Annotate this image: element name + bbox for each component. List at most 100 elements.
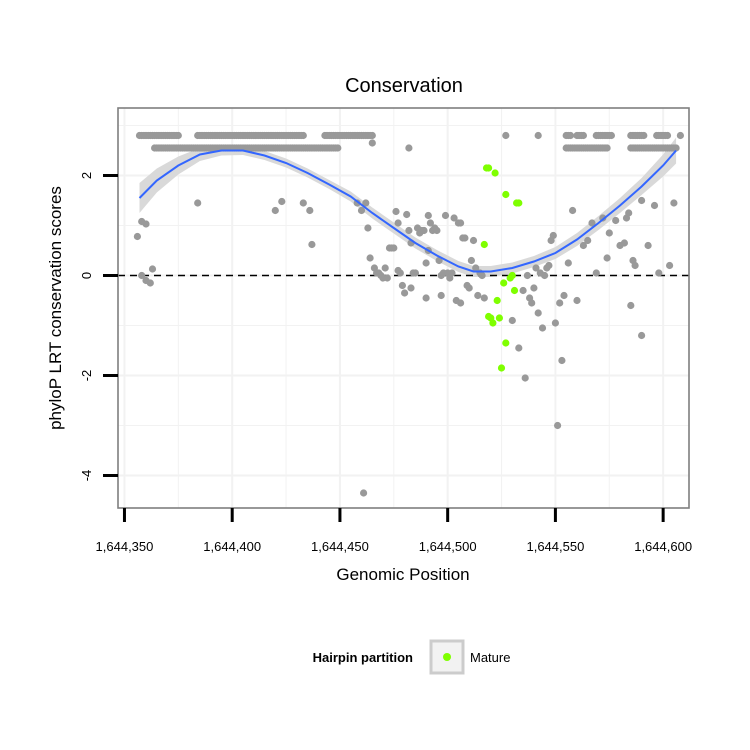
- point: [368, 139, 376, 147]
- point: [457, 219, 465, 227]
- point: [148, 265, 157, 273]
- point: [306, 206, 314, 215]
- point: [666, 261, 674, 270]
- point: [530, 284, 538, 292]
- point: [448, 269, 456, 277]
- point: [620, 239, 629, 247]
- point: [579, 241, 588, 250]
- point: [478, 271, 486, 280]
- point: [390, 244, 398, 252]
- y-tick-label: -2: [79, 370, 94, 382]
- point: [357, 206, 366, 215]
- point: [194, 199, 202, 207]
- point: [607, 131, 616, 140]
- point: [360, 489, 368, 497]
- point: [441, 211, 450, 220]
- point: [396, 269, 404, 277]
- point: [461, 234, 469, 242]
- point: [433, 226, 441, 235]
- point: [407, 284, 415, 292]
- point: [299, 131, 307, 140]
- point: [299, 199, 307, 207]
- legend-key-mature: [443, 653, 451, 661]
- point: [133, 232, 141, 241]
- point: [422, 259, 430, 267]
- point: [480, 294, 488, 302]
- y-axis: -4 -2 0 2: [79, 172, 118, 481]
- point: [554, 421, 562, 430]
- point: [663, 131, 672, 140]
- x-tick-label: 1,644,400: [203, 539, 261, 554]
- mature-point: [500, 279, 508, 287]
- point: [523, 271, 532, 280]
- point: [588, 219, 596, 227]
- point: [603, 254, 611, 262]
- point: [538, 324, 547, 332]
- y-axis-title: phyloP LRT conservation scores: [46, 186, 65, 430]
- point: [532, 264, 540, 272]
- point: [566, 131, 575, 140]
- point: [638, 196, 646, 205]
- point: [534, 131, 542, 140]
- y-tick-label: 0: [79, 272, 94, 279]
- point: [676, 131, 685, 140]
- point: [650, 201, 659, 210]
- point: [142, 220, 150, 228]
- point: [569, 206, 577, 215]
- point: [558, 356, 566, 365]
- x-tick-label: 1,644,500: [419, 539, 477, 554]
- mature-point: [515, 199, 523, 207]
- x-tick-label: 1,644,600: [634, 539, 692, 554]
- point: [426, 219, 434, 227]
- point: [534, 309, 542, 317]
- legend-label-mature: Mature: [470, 650, 510, 665]
- point: [549, 231, 557, 240]
- point: [545, 261, 553, 270]
- point: [640, 131, 648, 140]
- chart-title: Conservation: [345, 75, 463, 97]
- mature-point: [485, 164, 493, 172]
- point: [308, 240, 316, 249]
- point: [551, 319, 560, 327]
- point: [472, 264, 480, 272]
- point: [579, 131, 588, 140]
- mature-point: [493, 296, 501, 305]
- point: [271, 206, 279, 215]
- point: [422, 294, 430, 302]
- plot-panel-border: [117, 107, 690, 509]
- point: [174, 131, 182, 140]
- point: [398, 281, 406, 290]
- point: [672, 144, 680, 152]
- point: [573, 296, 581, 305]
- point: [469, 236, 478, 245]
- point: [521, 374, 529, 382]
- y-tick-label: -4: [79, 470, 94, 482]
- point: [519, 286, 527, 295]
- legend-title: Hairpin partition: [313, 650, 413, 665]
- smooth-line: [138, 149, 677, 273]
- point: [138, 271, 146, 280]
- point: [383, 274, 391, 282]
- point: [401, 289, 409, 297]
- mature-point: [510, 286, 519, 295]
- point: [502, 131, 510, 140]
- point: [411, 269, 419, 277]
- point: [631, 261, 639, 270]
- point: [556, 299, 564, 307]
- point: [638, 331, 646, 340]
- point: [592, 269, 600, 277]
- mature-point: [495, 314, 503, 322]
- x-axis: 1,644,350 1,644,400 1,644,450 1,644,500 1,64…: [96, 508, 692, 554]
- point: [424, 211, 432, 220]
- point: [655, 269, 663, 277]
- point: [362, 199, 370, 207]
- point: [420, 226, 428, 235]
- point: [146, 279, 154, 287]
- point: [605, 229, 613, 237]
- point: [405, 144, 413, 152]
- x-tick-label: 1,644,550: [526, 539, 584, 554]
- point: [392, 207, 400, 216]
- point: [403, 210, 411, 219]
- point: [364, 224, 372, 232]
